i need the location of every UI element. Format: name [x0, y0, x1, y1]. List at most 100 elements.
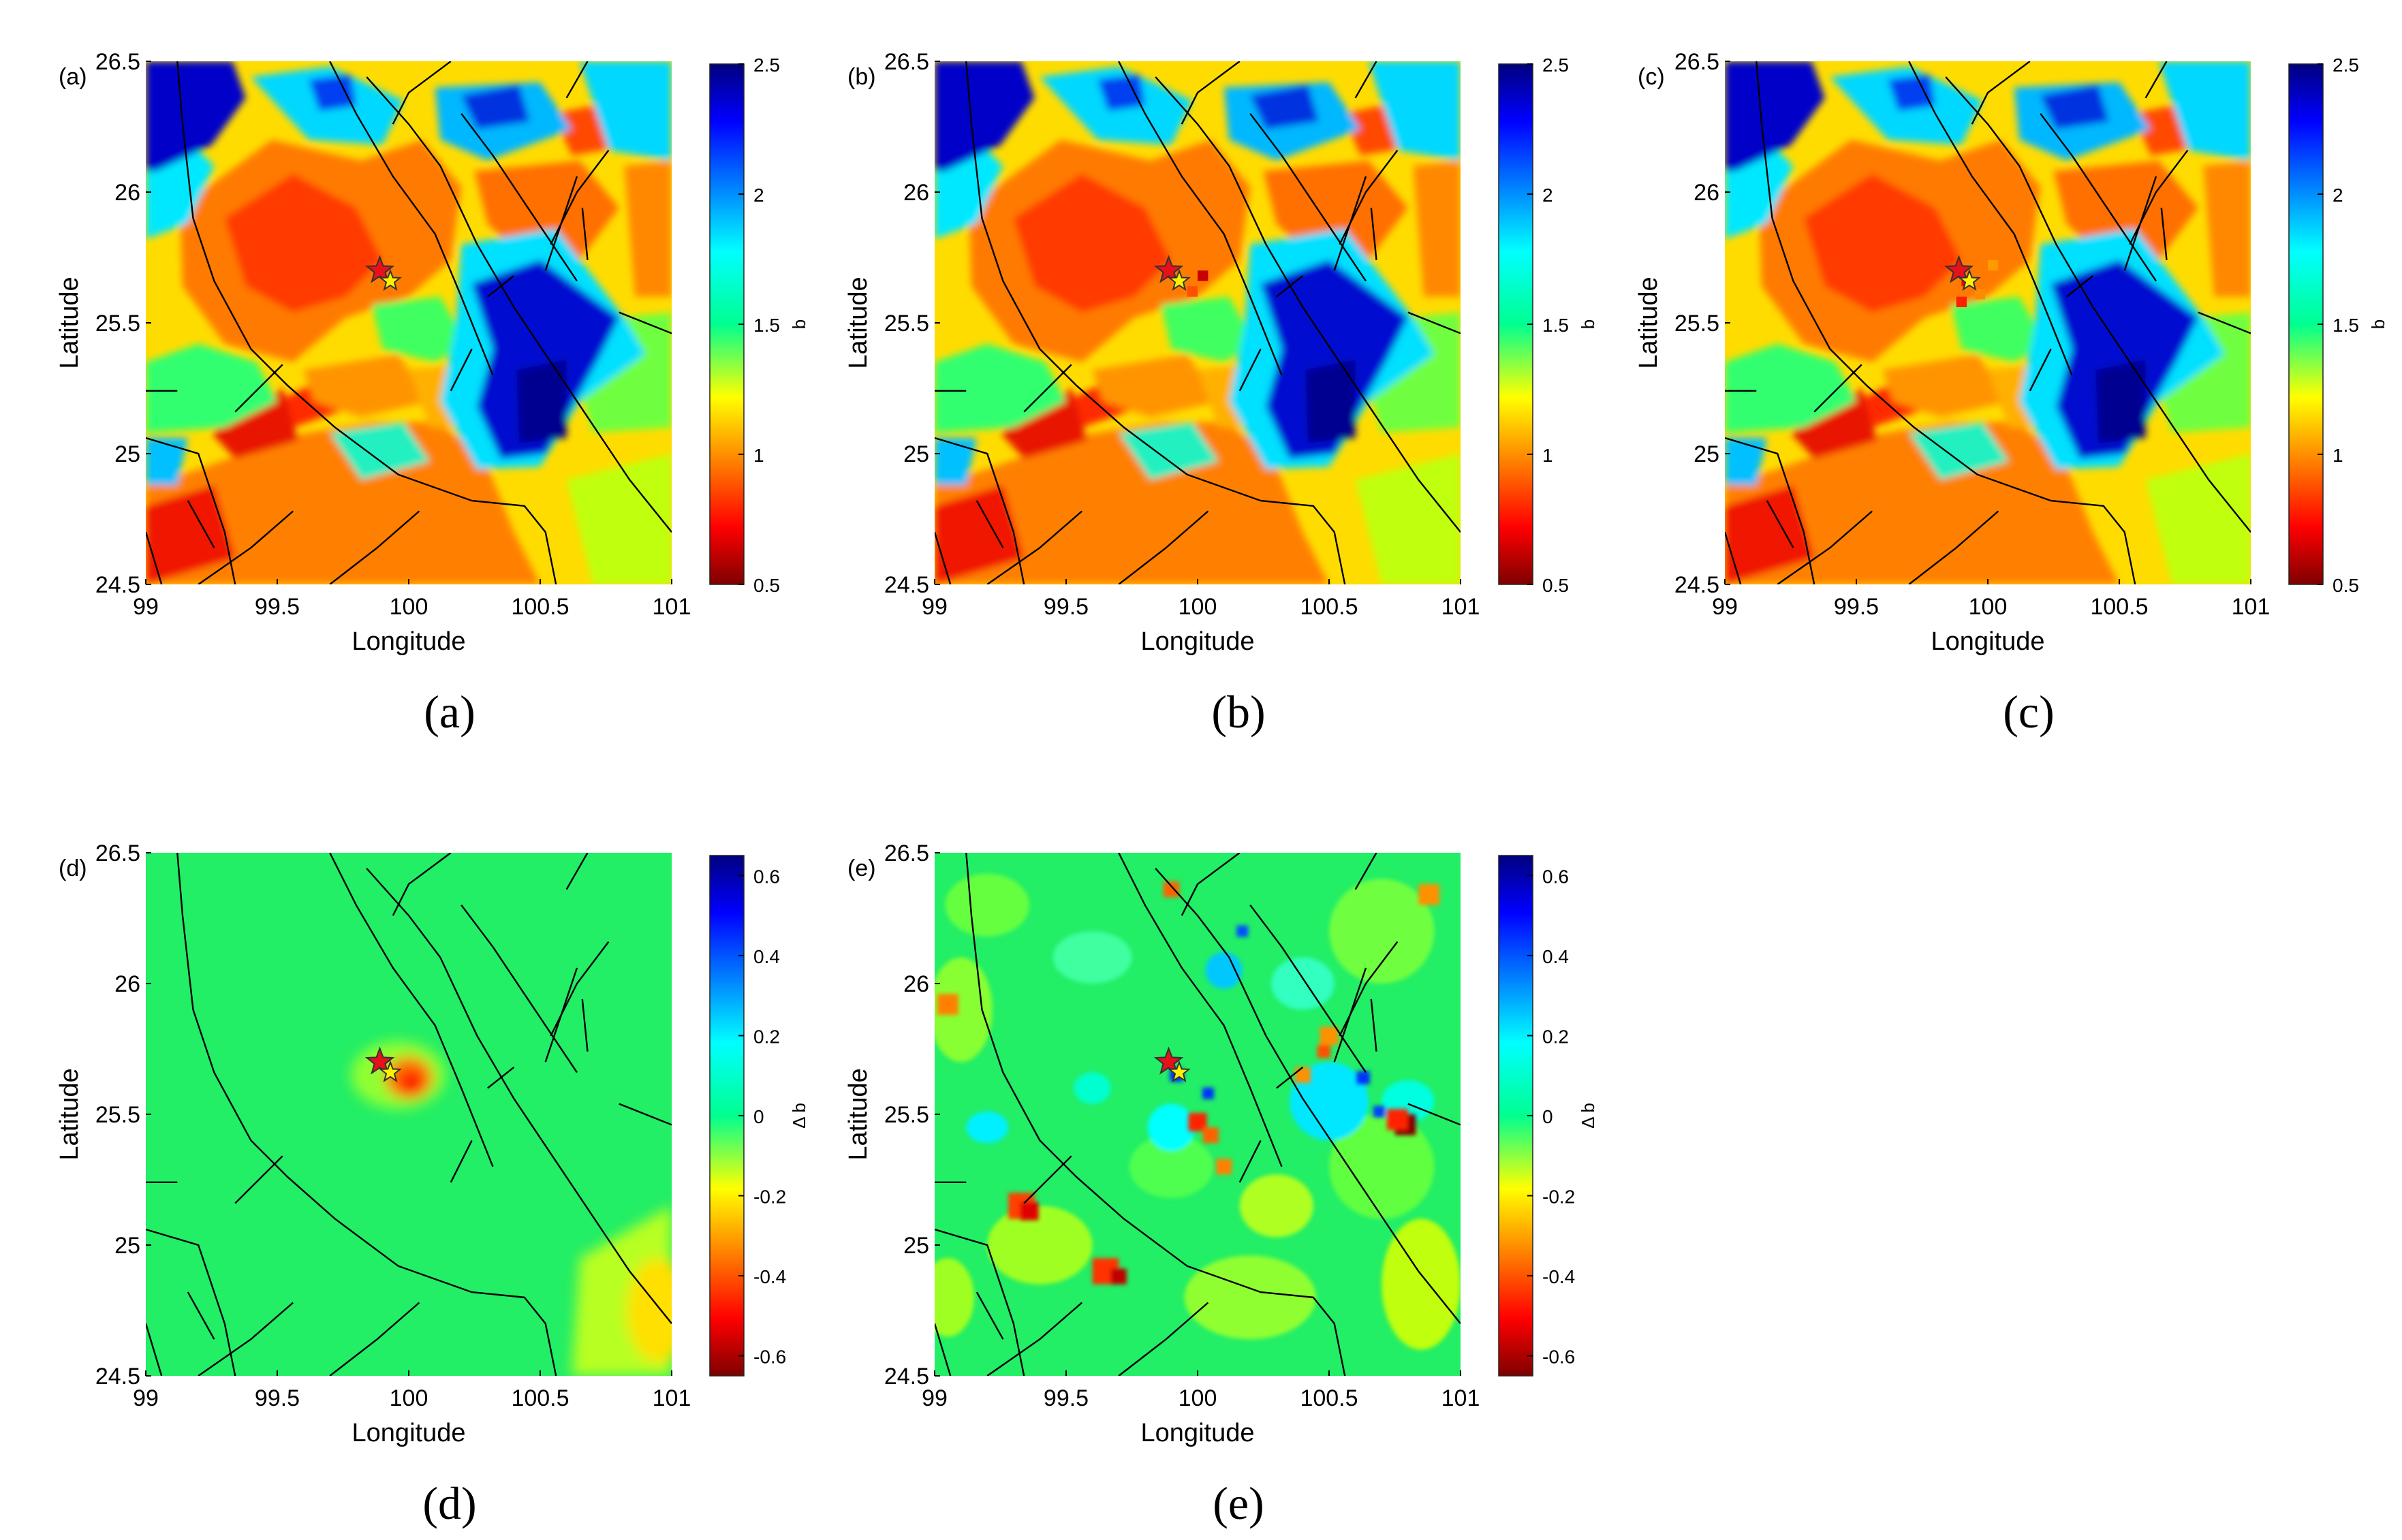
fault-line	[2198, 311, 2251, 334]
fault-lines	[146, 853, 672, 1376]
fault-line	[565, 61, 589, 99]
x-tick-label: 100	[1179, 1385, 1217, 1411]
colorbar-tick-label: 2.5	[1542, 54, 1569, 76]
fault-line	[187, 500, 215, 548]
y-tick-label: 26.5	[1674, 49, 1719, 75]
y-axis-label: Latitude	[55, 277, 84, 368]
fault-line	[176, 61, 557, 584]
fault-line	[2123, 176, 2157, 271]
red-star-marker	[1153, 1046, 1184, 1075]
x-tick-label: 99	[922, 1385, 948, 1411]
x-tick-label: 100.5	[1300, 594, 1358, 620]
fault-line	[146, 1323, 163, 1376]
fault-line	[1276, 1066, 1304, 1089]
colorbar-tick-label: 0.2	[1542, 1026, 1569, 1047]
fault-line	[935, 1323, 952, 1376]
x-tick-label: 101	[1441, 594, 1480, 620]
fault-line	[329, 61, 494, 376]
x-axis-label: Longitude	[1931, 627, 2045, 656]
fault-line	[329, 510, 420, 584]
y-tick-label: 26.5	[884, 49, 929, 75]
fault-line	[1155, 868, 1461, 1324]
fault-line	[1333, 176, 1367, 271]
axes-c: 99 99.5 100 100.5 101 24.5 25 25.5 26 26.5 Longitu…	[1634, 49, 2270, 656]
panel-e: 99 99.5 100 100.5 101 24.5 25 25.5 26 26.5 Longitu…	[844, 840, 1598, 1447]
fault-line	[1181, 853, 1241, 916]
axes-a: 99 99.5 100 100.5 101 24.5 25 25.5 26 26.5 Longitu…	[55, 49, 691, 656]
fault-line	[187, 1291, 215, 1340]
fault-line	[1354, 853, 1377, 890]
fault-line	[487, 274, 515, 298]
fault-line	[1370, 207, 1377, 260]
colorbar-tick-label: 0.2	[753, 1026, 780, 1047]
panel-b: 99 99.5 100 100.5 101 24.5 25 25.5 26 26.5 Longitu…	[844, 49, 1598, 656]
fault-line	[965, 61, 1346, 584]
colorbar-c: 0.5 1 1.5 2 2.5 b	[2288, 54, 2388, 596]
fault-lines	[935, 61, 1461, 584]
fault-line	[1249, 905, 1367, 1073]
colorbar-tick-label: 0	[1542, 1106, 1553, 1127]
x-tick-label: 99.5	[1834, 594, 1879, 620]
caption-e: (e)	[1213, 1477, 1264, 1529]
fault-line	[1118, 61, 1283, 376]
fault-line	[1908, 510, 1999, 584]
caption-b: (b)	[1211, 686, 1265, 738]
red-star-marker	[364, 1046, 395, 1075]
x-tick-label: 100	[1179, 594, 1217, 620]
x-tick-label: 100.5	[511, 594, 569, 620]
y-tick-label: 25.5	[1674, 311, 1719, 336]
fault-line	[976, 500, 1004, 548]
panel-d: 99 99.5 100 100.5 101 24.5 25 25.5 26 26.5 Longitu…	[55, 840, 809, 1447]
fault-line	[581, 207, 589, 260]
y-tick-label: 26.5	[884, 840, 929, 866]
x-tick-label: 101	[2232, 594, 2271, 620]
yellow-star-marker	[1167, 1060, 1191, 1082]
x-axis-label: Longitude	[352, 627, 466, 656]
y-tick-label: 25.5	[95, 311, 140, 336]
colorbar-tick-label: 2	[1542, 185, 1553, 206]
fault-line	[461, 905, 578, 1073]
yellow-star-marker	[378, 268, 402, 291]
fault-line	[450, 1140, 473, 1183]
fault-line	[2066, 274, 2094, 298]
fault-line	[976, 1291, 1004, 1340]
colorbar-label: Δ b	[789, 1103, 809, 1129]
x-tick-label: 99.5	[1044, 1385, 1089, 1411]
y-tick-label: 24.5	[95, 572, 140, 598]
caption-c: (c)	[2003, 686, 2054, 738]
fault-line	[1181, 61, 1241, 125]
fault-line	[1333, 967, 1367, 1063]
x-tick-label: 101	[1441, 1385, 1480, 1411]
y-tick-label: 26.5	[95, 840, 140, 866]
fault-line	[1118, 510, 1209, 584]
y-tick-label: 24.5	[95, 1364, 140, 1389]
panel-corner-label: (a)	[59, 64, 87, 90]
yellow-star-marker	[378, 1060, 402, 1082]
fault-line	[176, 853, 557, 1376]
colorbar-tick-label: 0.5	[753, 575, 780, 596]
fault-line	[581, 999, 589, 1052]
y-tick-label: 26	[903, 180, 929, 206]
colorbar-label: Δ b	[1578, 1103, 1598, 1129]
y-tick-label: 25.5	[884, 311, 929, 336]
y-tick-label: 26	[903, 971, 929, 997]
y-tick-label: 26	[114, 971, 140, 997]
fault-line	[234, 364, 283, 413]
fault-line	[366, 76, 672, 533]
fault-line	[234, 1155, 283, 1204]
y-tick-label: 25	[903, 441, 929, 467]
colorbar-tick-label: -0.4	[753, 1266, 786, 1287]
fault-line	[198, 510, 294, 584]
fault-line	[1725, 531, 1742, 584]
fault-line	[1276, 274, 1304, 298]
colorbar-d: -0.6 -0.4 -0.2 0 0.2 0.4 0.6 Δ b	[709, 855, 809, 1377]
x-tick-label: 100	[1969, 594, 2008, 620]
fault-line	[392, 61, 452, 125]
colorbar-label: b	[1578, 319, 1598, 329]
fault-line	[329, 853, 494, 1167]
x-tick-label: 100.5	[1300, 1385, 1358, 1411]
colorbar-tick-label: 0.5	[2333, 575, 2359, 596]
x-tick-label: 100	[390, 1385, 428, 1411]
colorbar-tick-label: 1.5	[2333, 315, 2359, 336]
